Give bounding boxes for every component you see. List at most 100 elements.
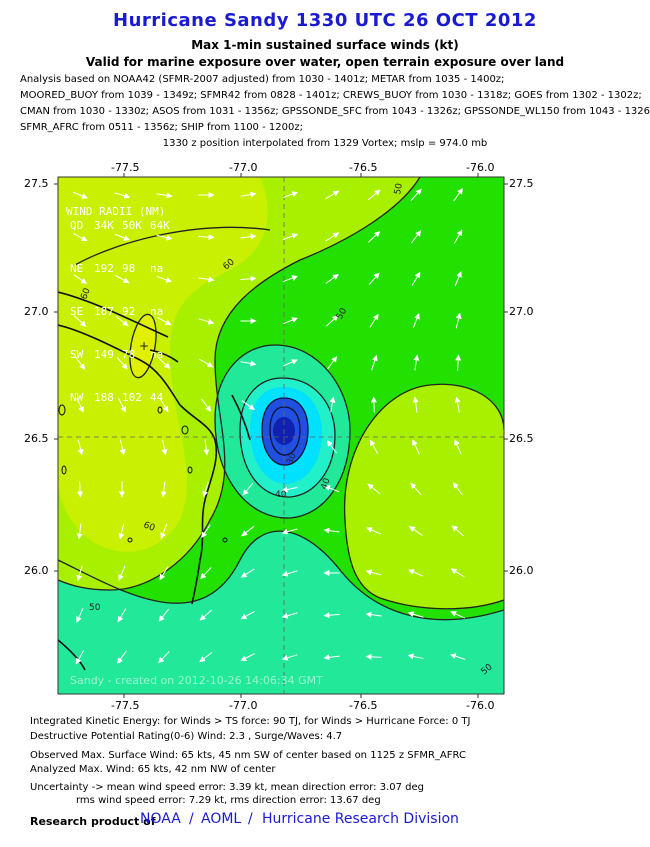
contour-inner <box>269 406 301 456</box>
wind-vector-arrow <box>115 315 129 327</box>
island <box>181 425 189 435</box>
wind-vector-arrow <box>407 653 424 660</box>
wind-vector-arrow <box>77 439 84 456</box>
wind-vector-arrow <box>407 611 424 618</box>
radii-quadrant: SW <box>70 348 84 361</box>
wind-vector-arrow <box>159 566 169 581</box>
contour-label: 40 <box>275 490 287 500</box>
radii-value: 98 <box>122 262 136 275</box>
wind-vector-arrow <box>76 523 83 540</box>
radii-header: 34K <box>94 219 114 232</box>
wind-vector-arrow <box>325 190 340 200</box>
max-wind-ellipse <box>129 314 157 378</box>
island <box>222 537 228 543</box>
wind-vector-arrow <box>72 191 88 199</box>
wind-vector-arrow <box>240 275 257 282</box>
contour-60 <box>58 177 421 591</box>
coastline <box>149 349 179 363</box>
wind-vector-arrow <box>412 396 419 413</box>
radii-value: 102 <box>122 391 142 404</box>
contour-label: 30 <box>285 452 298 466</box>
analysis-line: Analysis based on NOAA42 (SFMR-2007 adju… <box>20 74 505 85</box>
wind-vector-arrow <box>76 397 84 413</box>
wind-vector-arrow <box>116 650 127 664</box>
wind-vector-arrow <box>408 526 423 536</box>
lat-tick-right: 26.0 <box>509 564 534 577</box>
wind-vector-arrow <box>410 230 422 244</box>
footer-prefix: Research product of <box>30 815 156 828</box>
wind-vector-arrow <box>281 570 298 577</box>
wind-vector-arrow <box>77 481 84 498</box>
uncertainty-line: Uncertainty -> mean wind speed error: 3.… <box>30 782 425 793</box>
coastline <box>58 639 86 671</box>
lat-tick-right: 27.0 <box>509 305 534 318</box>
contour-label: 50 <box>89 603 101 613</box>
radii-value: 92 <box>122 305 136 318</box>
aoml-link[interactable]: AOML <box>201 811 242 827</box>
wind-vector-arrow <box>329 396 336 413</box>
wind-radii-rows: QD 34K 50K 64K NE 192 98 na SE 187 92 na… <box>70 193 190 417</box>
wind-vector-arrow <box>367 483 381 495</box>
contour-label: 60 <box>142 520 156 533</box>
radii-quadrant: NE <box>70 262 84 275</box>
wind-vector-arrow <box>410 188 422 201</box>
axis-ticks <box>54 173 508 698</box>
noaa-link[interactable]: NOAA <box>140 811 181 827</box>
wind-vector-arrow <box>281 486 298 493</box>
wind-vector-arrow <box>202 481 209 498</box>
wind-vector-arrow <box>371 354 378 371</box>
wind-vector-arrow <box>158 608 170 622</box>
lon-tick-top: -76.0 <box>466 161 495 174</box>
wind-vector-arrow <box>119 439 126 456</box>
wind-vector-arrow <box>412 313 420 329</box>
hrd-link[interactable]: Hurricane Research Division <box>262 811 459 827</box>
wind-vector-arrow <box>118 398 126 413</box>
radii-value: na <box>150 262 164 275</box>
wind-radii-table: WIND RADII (NM) <box>66 179 165 231</box>
lat-tick-right: 26.5 <box>509 432 534 445</box>
coastline-eleuthera <box>231 394 251 441</box>
wind-vector-arrow <box>412 439 420 455</box>
radii-value: 192 <box>94 262 114 275</box>
contour-30 <box>239 377 336 498</box>
wind-vector-arrow <box>199 358 214 368</box>
wind-vector-arrow <box>454 439 462 455</box>
wind-vector-arrow <box>410 482 422 495</box>
island <box>58 404 66 416</box>
radii-value: na <box>150 348 164 361</box>
contour-label: 40 <box>319 477 332 491</box>
wind-vector-arrow <box>366 527 382 535</box>
observed-max-line: Observed Max. Surface Wind: 65 kts, 45 n… <box>30 750 466 761</box>
radii-value: 78 <box>122 348 136 361</box>
island <box>61 465 67 475</box>
wind-vector-arrow <box>326 440 337 454</box>
radii-header: QD <box>70 219 84 232</box>
lon-tick-bottom: -76.5 <box>349 699 378 712</box>
wind-vector-arrow <box>156 234 173 241</box>
wind-vector-arrow <box>413 354 420 371</box>
wind-vector-arrow <box>282 191 299 199</box>
lon-tick-bottom: -76.0 <box>466 699 495 712</box>
wind-band-high-west <box>58 177 268 552</box>
wind-vector-arrow <box>118 565 126 581</box>
wind-vector-arrow <box>200 567 212 580</box>
wind-vector-arrow <box>455 312 462 329</box>
ike-line: Integrated Kinetic Energy: for Winds > T… <box>30 716 471 727</box>
lon-tick-top: -77.5 <box>111 161 140 174</box>
island <box>157 406 163 414</box>
wind-vector-arrow <box>368 231 381 243</box>
contour-40 <box>214 344 351 519</box>
max-wind-marker: + <box>139 339 149 353</box>
wind-vector-arrow <box>201 398 212 412</box>
wind-vector-arrow <box>118 523 125 540</box>
wind-band-60-east <box>344 384 504 609</box>
island <box>187 466 193 474</box>
wind-vector-arrow <box>411 271 421 286</box>
wind-vector-arrow <box>74 315 87 327</box>
wind-vector-arrow <box>240 610 255 620</box>
wind-vector-arrow <box>323 527 340 534</box>
radii-value: 149 <box>94 348 114 361</box>
radii-header: 50K <box>122 219 142 232</box>
wind-vector-arrow <box>367 189 381 201</box>
wind-vector-arrow <box>198 276 215 283</box>
